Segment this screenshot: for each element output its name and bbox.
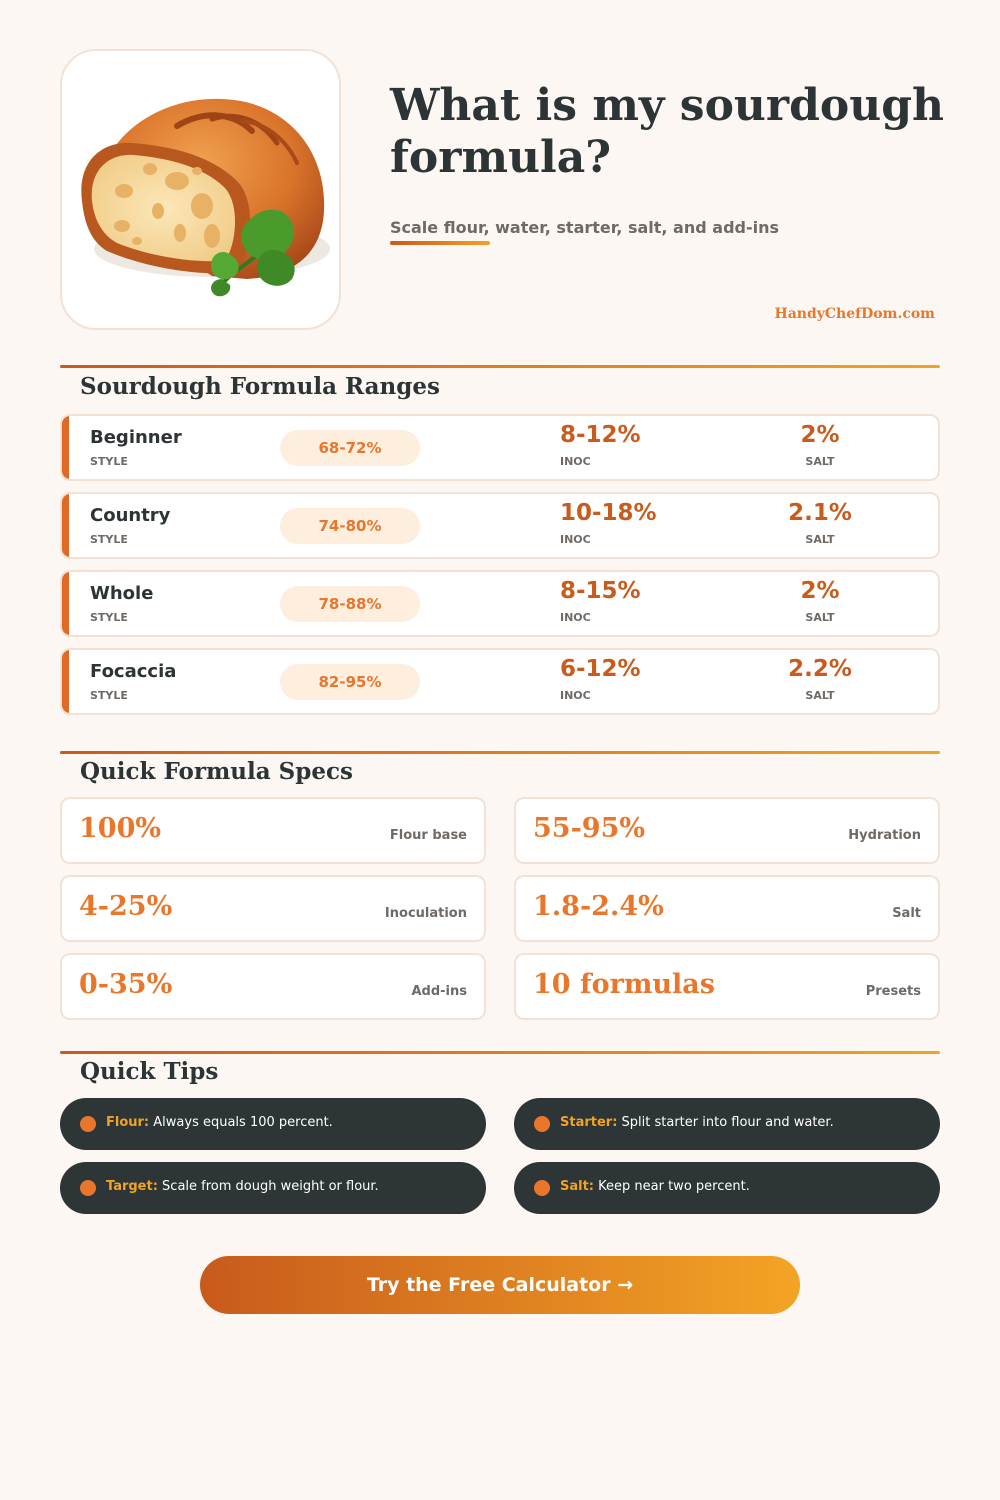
hydration-pill: 74-80%: [280, 508, 420, 544]
inoc-label: INOC: [560, 611, 591, 624]
salt-label: SALT: [805, 611, 835, 624]
try-calculator-button[interactable]: Try the Free Calculator →: [200, 1256, 800, 1314]
spec-value: 1.8-2.4%: [533, 891, 664, 922]
bullet-dot-icon: [534, 1180, 550, 1196]
spec-label: Presets: [865, 984, 921, 999]
tip-key: Starter:: [560, 1115, 618, 1130]
tips-section-title: Quick Tips: [80, 1058, 219, 1085]
spec-label: Inoculation: [384, 906, 467, 921]
style-label: STYLE: [90, 455, 128, 468]
hydration-pill: 82-95%: [280, 664, 420, 700]
bullet-dot-icon: [534, 1116, 550, 1132]
page-subtitle: Scale flour, water, starter, salt, and a…: [390, 218, 780, 237]
style-label: STYLE: [90, 611, 128, 624]
subtitle-underline: [390, 241, 490, 245]
section-divider: [60, 365, 940, 368]
spec-label: Flour base: [389, 828, 467, 843]
salt-label: SALT: [805, 533, 835, 546]
style-name: Beginner: [90, 427, 182, 448]
row-accent-bar: [62, 416, 69, 479]
hydration-pill: 78-88%: [280, 586, 420, 622]
inoc-label: INOC: [560, 689, 591, 702]
tip-text: Starter: Split starter into flour and wa…: [560, 1115, 834, 1130]
tip-body: Always equals 100 percent.: [149, 1115, 333, 1130]
inoc-value: 8-15%: [560, 578, 641, 604]
inoc-value: 6-12%: [560, 656, 641, 682]
style-label: STYLE: [90, 533, 128, 546]
tip-target: Target: Scale from dough weight or flour…: [60, 1162, 486, 1214]
salt-value: 2.1%: [788, 500, 852, 526]
spec-value: 0-35%: [79, 969, 173, 1000]
salt-value: 2%: [800, 578, 840, 604]
row-accent-bar: [62, 650, 69, 713]
range-row-country: Country STYLE 74-80% 10-18% INOC 2.1% SA…: [60, 492, 940, 559]
section-divider: [60, 751, 940, 754]
spec-card-salt: 1.8-2.4% Salt: [514, 875, 940, 942]
hero-image-card: [60, 49, 341, 330]
inoc-label: INOC: [560, 455, 591, 468]
salt-label: SALT: [805, 455, 835, 468]
salt-value: 2%: [800, 422, 840, 448]
tip-salt: Salt: Keep near two percent.: [514, 1162, 940, 1214]
sourdough-loaf-icon: [81, 98, 330, 297]
range-row-focaccia: Focaccia STYLE 82-95% 6-12% INOC 2.2% SA…: [60, 648, 940, 715]
row-accent-bar: [62, 494, 69, 557]
tip-key: Flour:: [106, 1115, 150, 1130]
spec-value: 10 formulas: [533, 969, 715, 1000]
inoc-label: INOC: [560, 533, 591, 546]
spec-value: 4-25%: [79, 891, 173, 922]
salt-label: SALT: [805, 689, 835, 702]
spec-card-inoculation: 4-25% Inoculation: [60, 875, 486, 942]
tip-body: Scale from dough weight or flour.: [157, 1179, 379, 1194]
tip-text: Target: Scale from dough weight or flour…: [106, 1179, 379, 1194]
tip-body: Split starter into flour and water.: [617, 1115, 834, 1130]
spec-value: 55-95%: [533, 813, 646, 844]
spec-label: Salt: [892, 906, 921, 921]
spec-label: Add-ins: [411, 984, 467, 999]
salt-value: 2.2%: [788, 656, 852, 682]
style-label: STYLE: [90, 689, 128, 702]
range-row-whole: Whole STYLE 78-88% 8-15% INOC 2% SALT: [60, 570, 940, 637]
bullet-dot-icon: [80, 1180, 96, 1196]
spec-label: Hydration: [848, 828, 921, 843]
tip-key: Target:: [106, 1179, 158, 1194]
spec-card-presets: 10 formulas Presets: [514, 953, 940, 1020]
tip-text: Flour: Always equals 100 percent.: [106, 1115, 333, 1130]
spec-card-add-ins: 0-35% Add-ins: [60, 953, 486, 1020]
range-row-beginner: Beginner STYLE 68-72% 8-12% INOC 2% SALT: [60, 414, 940, 481]
spec-card-flour-base: 100% Flour base: [60, 797, 486, 864]
tip-key: Salt:: [560, 1179, 595, 1194]
page-title: What is my sourdough formula?: [390, 80, 944, 183]
style-name: Country: [90, 505, 171, 526]
ranges-section-title: Sourdough Formula Ranges: [80, 373, 440, 400]
spec-card-hydration: 55-95% Hydration: [514, 797, 940, 864]
style-name: Focaccia: [90, 661, 177, 682]
tip-body: Keep near two percent.: [594, 1179, 750, 1194]
bullet-dot-icon: [80, 1116, 96, 1132]
tip-starter: Starter: Split starter into flour and wa…: [514, 1098, 940, 1150]
hydration-pill: 68-72%: [280, 430, 420, 466]
section-divider: [60, 1051, 940, 1054]
inoc-value: 10-18%: [560, 500, 657, 526]
row-accent-bar: [62, 572, 69, 635]
style-name: Whole: [90, 583, 154, 604]
spec-value: 100%: [79, 813, 162, 844]
tip-text: Salt: Keep near two percent.: [560, 1179, 750, 1194]
tip-flour: Flour: Always equals 100 percent.: [60, 1098, 486, 1150]
inoc-value: 8-12%: [560, 422, 641, 448]
brand-link[interactable]: HandyChefDom.com: [774, 306, 936, 322]
specs-section-title: Quick Formula Specs: [80, 758, 353, 785]
